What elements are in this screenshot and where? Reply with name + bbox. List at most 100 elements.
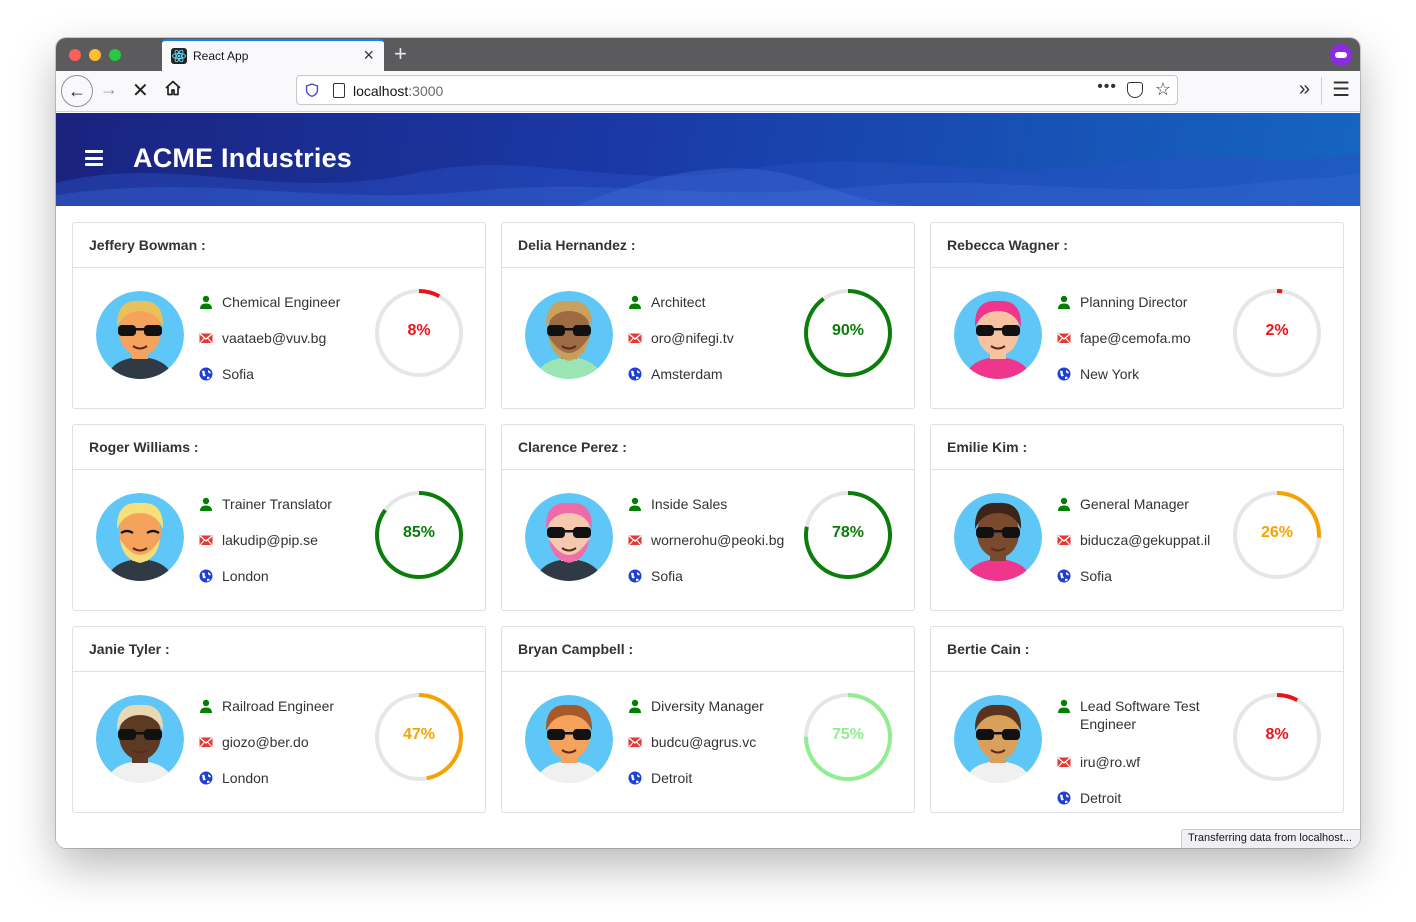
avatar xyxy=(96,493,184,581)
mail-icon xyxy=(199,535,213,546)
employee-card: Bryan Campbell : Diversity xyxy=(501,626,915,813)
toolbar-divider xyxy=(1321,77,1322,105)
card-header: Clarence Perez : xyxy=(502,425,914,470)
card-header: Jeffery Bowman : xyxy=(73,223,485,268)
employee-details: Planning Director fape@cemofa.mo New Yor… xyxy=(1056,293,1216,401)
url-text[interactable]: localhost:3000 xyxy=(353,83,444,99)
progress-arc xyxy=(375,693,463,781)
progress-arc xyxy=(804,491,892,579)
job-title: General Manager xyxy=(1080,496,1189,512)
navigation-toolbar: ← → ✕ localhost:3000 ••• ☆ » ☰ xyxy=(56,71,1360,112)
back-arrow-icon[interactable]: ← xyxy=(61,75,93,107)
new-tab-icon[interactable]: + xyxy=(394,41,407,66)
job-title: Inside Sales xyxy=(651,496,728,512)
employee-card: Rebecca Wagner : Planning D xyxy=(930,222,1344,409)
page-actions-icon[interactable]: ••• xyxy=(1097,78,1117,95)
city: Sofia xyxy=(222,366,254,382)
job-title-row: Diversity Manager xyxy=(627,697,787,733)
job-title: Architect xyxy=(651,294,706,310)
employee-details: Diversity Manager budcu@agrus.vc Detroit xyxy=(627,697,787,805)
city: Sofia xyxy=(651,568,683,584)
mail-icon xyxy=(628,333,642,344)
job-title-row: General Manager xyxy=(1056,495,1216,531)
forward-arrow-icon[interactable]: → xyxy=(100,79,118,99)
score-percent: 2% xyxy=(1265,322,1289,339)
email: fape@cemofa.mo xyxy=(1080,330,1191,346)
score-progress-ring: 90% xyxy=(802,287,894,379)
progress-arc xyxy=(1233,693,1321,781)
avatar xyxy=(96,695,184,783)
job-title: Planning Director xyxy=(1080,294,1188,310)
email-row: iru@ro.wf xyxy=(1056,753,1216,789)
score-progress-ring: 26% xyxy=(1231,489,1323,581)
status-bar: Transferring data from localhost... xyxy=(1180,829,1360,848)
app-header: ACME Industries xyxy=(56,113,1360,206)
person-icon xyxy=(629,497,641,511)
employee-name: Bryan Campbell : xyxy=(518,641,634,657)
hamburger-menu-icon[interactable] xyxy=(85,150,103,166)
score-progress-ring: 47% xyxy=(373,691,465,783)
job-title: Diversity Manager xyxy=(651,698,764,714)
avatar xyxy=(96,291,184,379)
home-icon[interactable] xyxy=(164,79,182,97)
email-row: wornerohu@peoki.bg xyxy=(627,531,787,567)
avatar xyxy=(525,291,613,379)
employee-card: Janie Tyler : Railroad Engi xyxy=(72,626,486,813)
location-row: Amsterdam xyxy=(627,365,787,401)
email-row: giozo@ber.do xyxy=(198,733,358,769)
globe-icon xyxy=(628,771,642,785)
score-progress-ring: 75% xyxy=(802,691,894,783)
job-title: Trainer Translator xyxy=(222,496,332,512)
close-window-button[interactable] xyxy=(69,49,81,61)
job-title: Railroad Engineer xyxy=(222,698,335,714)
bookmark-star-icon[interactable]: ☆ xyxy=(1154,79,1171,99)
card-header: Rebecca Wagner : xyxy=(931,223,1343,268)
stop-loading-icon[interactable]: ✕ xyxy=(132,80,149,102)
employee-details: General Manager biducza@gekuppat.il Sofi… xyxy=(1056,495,1216,603)
location-row: Sofia xyxy=(627,567,787,603)
address-bar[interactable]: localhost:3000 ••• ☆ xyxy=(296,75,1178,105)
page-info-icon[interactable] xyxy=(333,83,345,98)
job-title-row: Planning Director xyxy=(1056,293,1216,329)
page-content: ACME Industries Jeffery Bowman : xyxy=(56,113,1360,848)
score-progress-ring: 8% xyxy=(373,287,465,379)
job-title-row: Chemical Engineer xyxy=(198,293,358,329)
pocket-icon[interactable] xyxy=(1127,82,1143,98)
score-percent: 8% xyxy=(407,322,431,339)
job-title: Chemical Engineer xyxy=(222,294,341,310)
person-icon xyxy=(200,497,212,511)
employee-name: Bertie Cain : xyxy=(947,641,1030,657)
close-tab-icon[interactable]: × xyxy=(363,45,374,65)
globe-icon xyxy=(628,367,642,381)
job-title-row: Railroad Engineer xyxy=(198,697,358,733)
employee-name: Delia Hernandez : xyxy=(518,237,636,253)
location-row: Detroit xyxy=(627,769,787,805)
maximize-window-button[interactable] xyxy=(109,49,121,61)
employee-name: Emilie Kim : xyxy=(947,439,1028,455)
city: Detroit xyxy=(651,770,693,786)
tracking-shield-icon[interactable] xyxy=(305,83,319,97)
employee-name: Janie Tyler : xyxy=(89,641,170,657)
email: iru@ro.wf xyxy=(1080,754,1141,770)
job-title-row: Trainer Translator xyxy=(198,495,358,531)
city: Detroit xyxy=(1080,790,1122,806)
overflow-chevron-icon[interactable]: » xyxy=(1298,78,1310,100)
private-mask-icon[interactable] xyxy=(1330,44,1352,66)
mail-icon xyxy=(199,333,213,344)
globe-icon xyxy=(1057,367,1071,381)
avatar xyxy=(954,493,1042,581)
minimize-window-button[interactable] xyxy=(89,49,101,61)
globe-icon xyxy=(1057,569,1071,583)
email: biducza@gekuppat.il xyxy=(1080,532,1211,548)
location-row: London xyxy=(198,567,358,603)
employee-card: Clarence Perez : Inside Sal xyxy=(501,424,915,611)
location-row: Sofia xyxy=(198,365,358,401)
browser-tab[interactable]: React App × xyxy=(162,39,384,71)
email: lakudip@pip.se xyxy=(222,532,318,548)
card-header: Roger Williams : xyxy=(73,425,485,470)
location-row: New York xyxy=(1056,365,1216,401)
tab-title: React App xyxy=(193,49,249,63)
mail-icon xyxy=(199,737,213,748)
email: wornerohu@peoki.bg xyxy=(651,532,785,548)
menu-icon[interactable]: ☰ xyxy=(1332,79,1350,101)
